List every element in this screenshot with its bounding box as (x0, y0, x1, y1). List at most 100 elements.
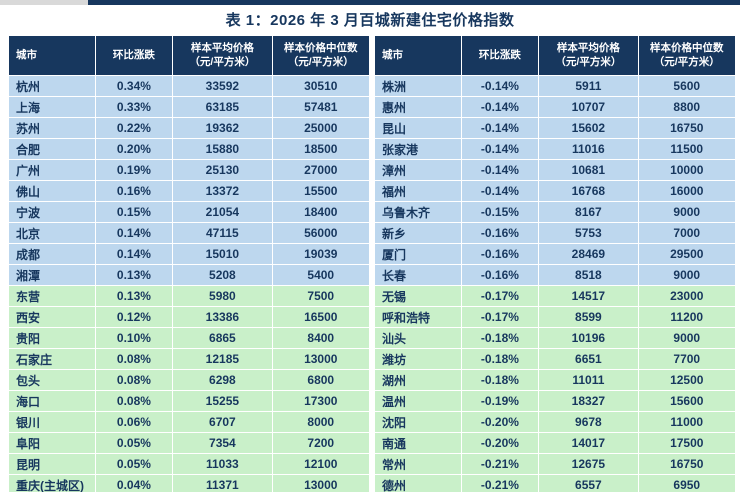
change-cell: 0.19% (94, 159, 174, 181)
change-cell: -0.14% (460, 138, 540, 160)
median-price-cell: 27000 (271, 159, 370, 181)
avg-price-cell: 25130 (172, 159, 273, 181)
avg-price-cell: 21054 (172, 201, 273, 223)
avg-price-cell: 12185 (172, 348, 273, 370)
median-price-cell: 30510 (271, 75, 370, 97)
column-header: 环比涨跌 (94, 35, 174, 76)
change-cell: -0.21% (460, 453, 540, 475)
avg-price-cell: 19362 (172, 117, 273, 139)
avg-price-cell: 6651 (538, 348, 639, 370)
avg-price-cell: 15255 (172, 390, 273, 412)
median-price-cell: 8800 (637, 96, 736, 118)
avg-price-cell: 47115 (172, 222, 273, 244)
table-row: 株洲 -0.14% 5911 5600 (374, 75, 736, 97)
table-body: 株洲 -0.14% 5911 5600 惠州 -0.14% 10707 8800 昆山 -0.14… (374, 75, 736, 492)
avg-price-cell: 8167 (538, 201, 639, 223)
avg-price-cell: 8518 (538, 264, 639, 286)
change-cell: -0.20% (460, 432, 540, 454)
median-price-cell: 7500 (271, 285, 370, 307)
table-row: 潍坊 -0.18% 6651 7700 (374, 348, 736, 370)
table-row: 温州 -0.19% 18327 15600 (374, 390, 736, 412)
change-cell: 0.12% (94, 306, 174, 328)
table-row: 新乡 -0.16% 5753 7000 (374, 222, 736, 244)
city-cell: 昆明 (8, 453, 96, 475)
change-cell: 0.33% (94, 96, 174, 118)
city-cell: 株洲 (374, 75, 462, 97)
change-cell: 0.05% (94, 453, 174, 475)
city-cell: 常州 (374, 453, 462, 475)
avg-price-cell: 5980 (172, 285, 273, 307)
table-row: 惠州 -0.14% 10707 8800 (374, 96, 736, 118)
change-cell: 0.13% (94, 264, 174, 286)
median-price-cell: 5600 (637, 75, 736, 97)
city-cell: 合肥 (8, 138, 96, 160)
table-row: 佛山 0.16% 13372 15500 (8, 180, 370, 202)
city-cell: 阜阳 (8, 432, 96, 454)
table-row: 漳州 -0.14% 10681 10000 (374, 159, 736, 181)
change-cell: -0.21% (460, 474, 540, 492)
table-row: 昆山 -0.14% 15602 16750 (374, 117, 736, 139)
column-header: 城市 (8, 35, 96, 76)
header-row: 城市 环比涨跌 样本平均价格 （元/平方米） 样本价格中位数 （元/平方米） (374, 35, 736, 76)
avg-price-cell: 13386 (172, 306, 273, 328)
city-cell: 湖州 (374, 369, 462, 391)
change-cell: 0.14% (94, 222, 174, 244)
change-cell: -0.18% (460, 327, 540, 349)
median-price-cell: 9000 (637, 264, 736, 286)
median-price-cell: 6800 (271, 369, 370, 391)
change-cell: 0.10% (94, 327, 174, 349)
city-cell: 惠州 (374, 96, 462, 118)
table-row: 广州 0.19% 25130 27000 (8, 159, 370, 181)
city-cell: 佛山 (8, 180, 96, 202)
change-cell: 0.08% (94, 369, 174, 391)
tables-container: 城市 环比涨跌 样本平均价格 （元/平方米） 样本价格中位数 （元/平方米） 杭州 0.… (8, 35, 736, 492)
change-cell: -0.18% (460, 369, 540, 391)
avg-price-cell: 5753 (538, 222, 639, 244)
column-header: 样本价格中位数 （元/平方米） (637, 35, 736, 76)
change-cell: -0.14% (460, 117, 540, 139)
median-price-cell: 5400 (271, 264, 370, 286)
avg-price-cell: 10707 (538, 96, 639, 118)
change-cell: 0.08% (94, 348, 174, 370)
median-price-cell: 7200 (271, 432, 370, 454)
avg-price-cell: 6298 (172, 369, 273, 391)
median-price-cell: 10000 (637, 159, 736, 181)
avg-price-cell: 6557 (538, 474, 639, 492)
table-row: 福州 -0.14% 16768 16000 (374, 180, 736, 202)
avg-price-cell: 63185 (172, 96, 273, 118)
table-row: 昆明 0.05% 11033 12100 (8, 453, 370, 475)
column-header: 样本平均价格 （元/平方米） (172, 35, 273, 76)
median-price-cell: 23000 (637, 285, 736, 307)
avg-price-cell: 11033 (172, 453, 273, 475)
table-row: 北京 0.14% 47115 56000 (8, 222, 370, 244)
median-price-cell: 19039 (271, 243, 370, 265)
avg-price-cell: 6707 (172, 411, 273, 433)
city-cell: 新乡 (374, 222, 462, 244)
median-price-cell: 15600 (637, 390, 736, 412)
median-price-cell: 15500 (271, 180, 370, 202)
change-cell: 0.05% (94, 432, 174, 454)
avg-price-cell: 6865 (172, 327, 273, 349)
median-price-cell: 18500 (271, 138, 370, 160)
change-cell: -0.14% (460, 75, 540, 97)
change-cell: -0.14% (460, 96, 540, 118)
avg-price-cell: 5208 (172, 264, 273, 286)
avg-price-cell: 11371 (172, 474, 273, 492)
median-price-cell: 17500 (637, 432, 736, 454)
avg-price-cell: 15880 (172, 138, 273, 160)
city-cell: 贵阳 (8, 327, 96, 349)
table-body: 杭州 0.34% 33592 30510 上海 0.33% 63185 57481 苏州 0.22… (8, 75, 370, 492)
change-cell: 0.20% (94, 138, 174, 160)
city-cell: 上海 (8, 96, 96, 118)
change-cell: 0.16% (94, 180, 174, 202)
change-cell: 0.08% (94, 390, 174, 412)
avg-price-cell: 11011 (538, 369, 639, 391)
median-price-cell: 12100 (271, 453, 370, 475)
city-cell: 成都 (8, 243, 96, 265)
top-navy-bar (88, 0, 740, 5)
table-header: 城市 环比涨跌 样本平均价格 （元/平方米） 样本价格中位数 （元/平方米） (374, 35, 736, 76)
change-cell: 0.13% (94, 285, 174, 307)
city-cell: 东营 (8, 285, 96, 307)
change-cell: -0.19% (460, 390, 540, 412)
